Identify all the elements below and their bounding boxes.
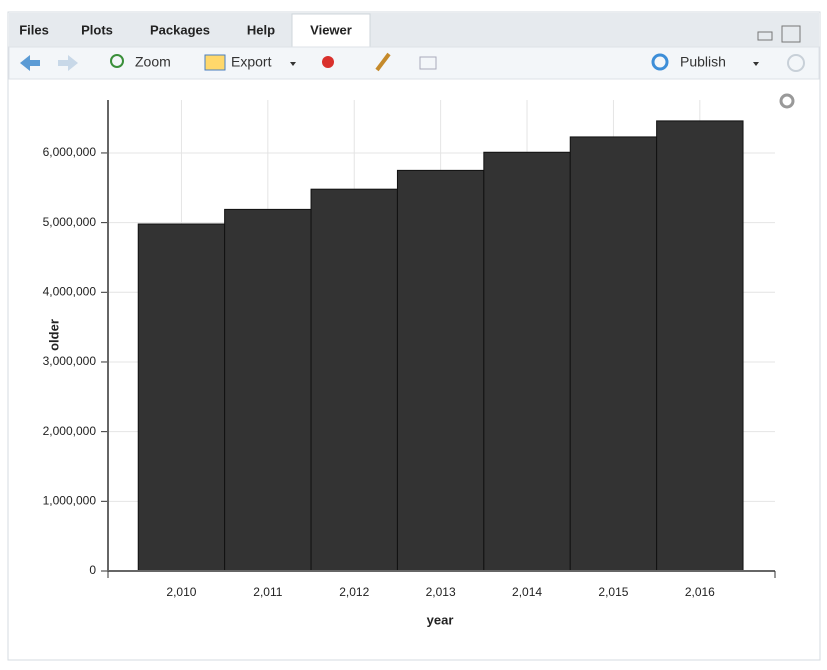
forward-button[interactable]	[58, 55, 78, 71]
bar	[396, 169, 485, 572]
refresh-button[interactable]	[787, 54, 805, 72]
bar	[483, 151, 571, 572]
export-button[interactable]: Export	[231, 54, 272, 70]
minimize-button[interactable]	[757, 31, 773, 41]
tabs: Files Plots Packages Help Viewer	[19, 22, 352, 37]
x-tick-label: 2,011	[253, 585, 282, 599]
popout-button[interactable]	[419, 56, 437, 70]
y-tick-label: 3,000,000	[43, 354, 97, 368]
export-icon	[204, 54, 226, 71]
x-tick-label: 2,016	[685, 585, 715, 599]
publish-icon	[651, 53, 669, 71]
clear-button[interactable]	[375, 52, 391, 72]
publish-button[interactable]: Publish	[680, 54, 726, 70]
tab[interactable]: Plots	[81, 22, 113, 37]
tab[interactable]: Help	[247, 22, 275, 37]
x-tick-label: 2,012	[339, 585, 369, 599]
remove-button[interactable]	[322, 56, 334, 68]
y-tick-label: 1,000,000	[43, 493, 97, 507]
plot: year older 0 1,000,000 2,000,000 3,000,000 4…	[43, 100, 776, 627]
zoom-button[interactable]: Zoom	[135, 54, 171, 70]
tab[interactable]: Files	[19, 22, 49, 37]
tab[interactable]: Viewer	[310, 22, 352, 37]
bar	[569, 136, 658, 572]
export-caret	[290, 62, 296, 66]
y-tick-label: 4,000,000	[43, 284, 97, 298]
x-tick-label: 2,015	[598, 585, 628, 599]
maximize-button[interactable]	[781, 25, 801, 43]
y-tick-label: 2,000,000	[43, 424, 97, 438]
x-tick-label: 2,010	[166, 585, 196, 599]
bar	[656, 120, 744, 572]
tab-bar	[9, 13, 819, 47]
x-tick-label: 2,013	[426, 585, 456, 599]
x-tick-label: 2,014	[512, 585, 542, 599]
zoom-icon	[110, 54, 124, 68]
back-button[interactable]	[20, 55, 40, 71]
toolbar	[8, 46, 820, 80]
y-tick-label: 0	[89, 563, 96, 577]
bar	[224, 208, 312, 572]
publish-caret	[753, 62, 759, 66]
y-axis-label: older	[46, 319, 61, 351]
y-tick-label: 6,000,000	[43, 145, 97, 159]
x-axis-label: year	[427, 612, 454, 627]
active-tab	[291, 13, 371, 49]
y-tick-label: 5,000,000	[43, 215, 97, 229]
bar	[310, 188, 398, 572]
bar	[137, 223, 226, 572]
settings-gear[interactable]	[779, 93, 795, 109]
tab[interactable]: Packages	[150, 22, 210, 37]
